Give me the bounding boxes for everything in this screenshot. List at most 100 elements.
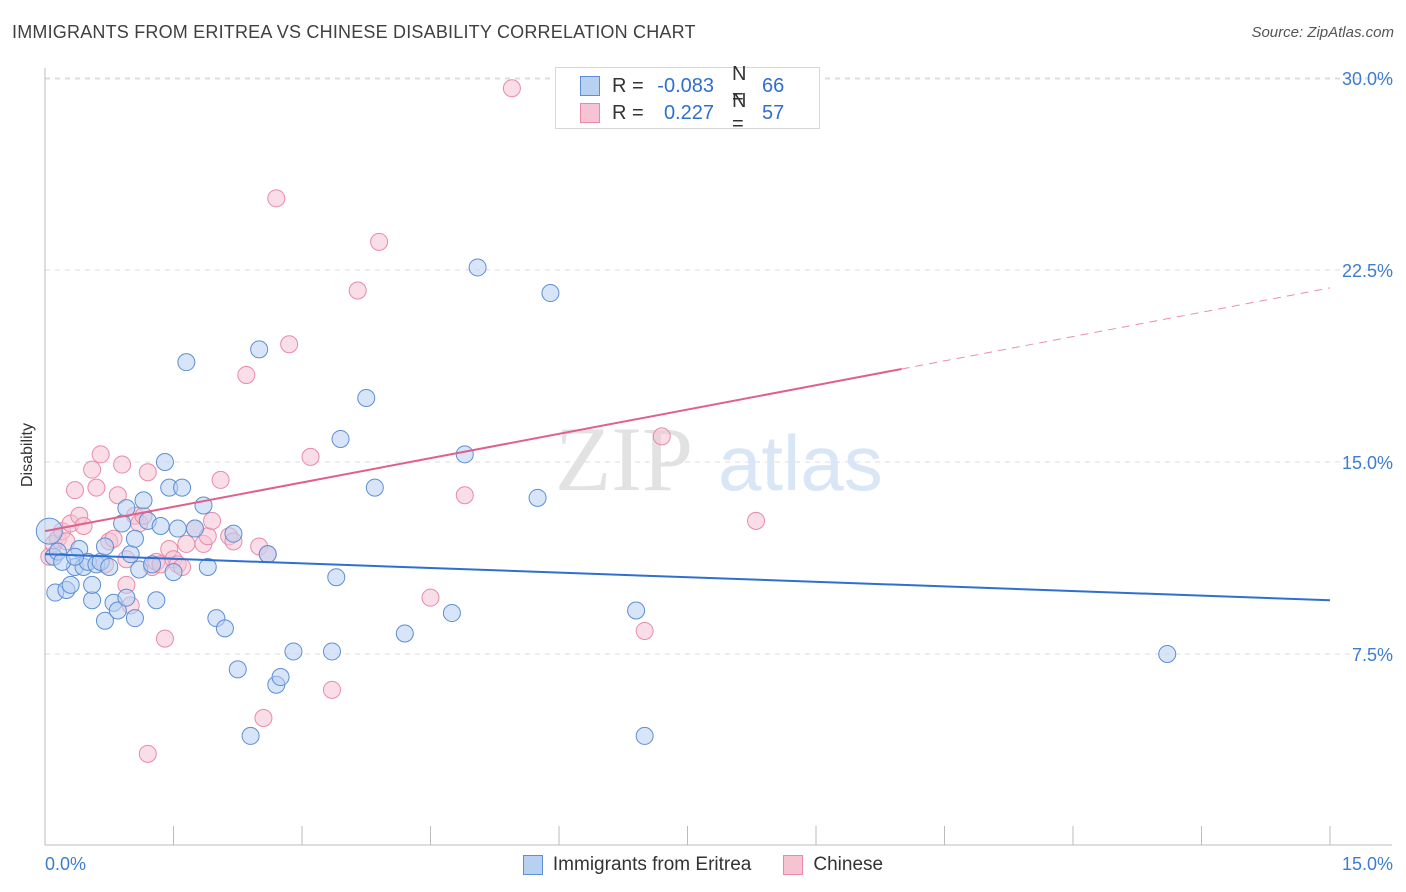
data-point-eritrea — [322, 642, 341, 661]
legend-n-value: 66 — [762, 74, 785, 97]
legend-r-label: R = — [612, 101, 644, 124]
data-point-eritrea — [528, 488, 547, 507]
data-point-eritrea — [635, 726, 654, 745]
data-point-eritrea — [100, 557, 119, 576]
y-tick-label: 15.0% — [1342, 453, 1393, 473]
data-point-chinese — [370, 232, 389, 251]
data-point-chinese — [747, 511, 766, 530]
data-point-eritrea — [125, 609, 144, 628]
data-point-eritrea — [284, 642, 303, 661]
data-point-eritrea — [151, 517, 170, 535]
data-point-eritrea — [143, 555, 162, 574]
data-point-chinese — [91, 445, 110, 464]
data-point-chinese — [74, 517, 93, 535]
data-point-eritrea — [65, 547, 84, 566]
data-point-eritrea — [108, 601, 127, 620]
data-point-eritrea — [241, 726, 260, 745]
data-point-eritrea — [228, 660, 247, 679]
data-point-chinese — [211, 470, 230, 489]
data-point-chinese — [280, 335, 299, 354]
data-point-chinese — [502, 79, 521, 98]
legend-label-chinese: Chinese — [813, 854, 884, 875]
legend-n-label: N = — [732, 90, 747, 135]
data-point-chinese — [254, 709, 273, 727]
data-point-chinese — [635, 621, 654, 640]
data-point-eritrea — [271, 668, 290, 687]
data-point-eritrea — [117, 588, 136, 607]
legend-row-chinese: R = 0.227 N = 57 — [580, 90, 785, 135]
series-legend: Immigrants from Eritrea Chinese — [0, 852, 1406, 878]
data-point-chinese — [652, 427, 671, 446]
data-point-chinese — [348, 281, 367, 300]
data-point-eritrea — [327, 568, 346, 587]
trend-line-eritrea — [44, 553, 1331, 602]
data-point-eritrea — [125, 529, 144, 548]
trend-line-chinese-extension — [901, 287, 1331, 370]
trend-line-chinese — [44, 368, 902, 533]
legend-swatch-eritrea — [580, 76, 600, 96]
legend-swatch-chinese — [580, 103, 600, 123]
data-point-chinese — [87, 478, 106, 497]
data-point-eritrea — [224, 524, 243, 543]
data-point-chinese — [237, 365, 256, 384]
data-point-chinese — [267, 189, 286, 208]
legend-item-chinese[interactable]: Chinese — [783, 854, 883, 876]
legend-label-eritrea: Immigrants from Eritrea — [552, 854, 752, 875]
tick-labels: 7.5% 15.0% 22.5% 30.0% 0.0% 15.0% — [45, 69, 1393, 874]
data-point-eritrea — [215, 619, 234, 638]
y-tick-label: 7.5% — [1352, 645, 1393, 665]
legend-n-label: N = — [732, 63, 747, 108]
legend-item-eritrea[interactable]: Immigrants from Eritrea — [522, 854, 752, 876]
legend-swatch-chinese — [783, 855, 804, 875]
data-point-eritrea — [121, 545, 140, 564]
data-point-eritrea — [95, 611, 114, 630]
data-point-eritrea — [455, 445, 474, 464]
data-point-chinese — [83, 460, 102, 479]
data-point-eritrea — [442, 604, 461, 623]
data-point-chinese — [322, 680, 341, 699]
data-point-chinese — [65, 481, 84, 500]
legend-r-label: R = — [612, 74, 644, 97]
legend-row-eritrea: R = -0.083 N = 66 — [580, 63, 785, 108]
data-point-chinese — [155, 629, 174, 648]
x-tick-label: 15.0% — [1342, 854, 1393, 874]
data-point-eritrea — [365, 478, 384, 497]
data-point-eritrea — [83, 575, 102, 594]
legend-swatch-eritrea — [522, 855, 543, 875]
source-label: Source: ZipAtlas.com — [1251, 24, 1394, 41]
data-point-eritrea — [173, 478, 192, 497]
data-point-eritrea — [83, 591, 102, 610]
eritrea-points — [35, 258, 1177, 745]
data-point-eritrea — [134, 491, 153, 510]
data-point-eritrea — [395, 624, 414, 643]
data-point-eritrea — [331, 429, 350, 448]
data-point-eritrea — [258, 545, 277, 564]
data-point-chinese — [113, 455, 132, 474]
legend-r-value: -0.083 — [657, 74, 714, 97]
legend-r-value: 0.227 — [663, 101, 714, 124]
data-point-chinese — [177, 534, 196, 553]
data-point-eritrea — [627, 601, 646, 620]
watermark-atlas: atlas — [718, 419, 883, 507]
data-point-eritrea — [61, 575, 80, 594]
data-point-chinese — [203, 511, 222, 530]
data-point-eritrea — [168, 519, 187, 538]
data-point-eritrea — [95, 537, 114, 556]
data-point-chinese — [301, 447, 320, 466]
data-point-eritrea — [147, 591, 166, 610]
data-point-chinese — [455, 486, 474, 505]
data-point-eritrea — [357, 389, 376, 407]
y-tick-label: 30.0% — [1342, 69, 1393, 89]
data-point-chinese — [421, 588, 440, 607]
x-tick-label: 0.0% — [45, 854, 86, 874]
data-point-eritrea — [177, 353, 196, 372]
legend-n-value: 57 — [762, 101, 785, 124]
chart-title: IMMIGRANTS FROM ERITREA VS CHINESE DISAB… — [12, 22, 696, 42]
stats-legend: R = -0.083 N = 66 R = 0.227 N = 57 — [555, 63, 820, 135]
axes — [44, 68, 1392, 846]
data-point-eritrea — [198, 557, 217, 576]
data-point-chinese — [138, 744, 157, 763]
data-point-chinese — [138, 463, 157, 482]
data-point-eritrea — [155, 453, 174, 471]
y-tick-label: 22.5% — [1342, 261, 1393, 281]
